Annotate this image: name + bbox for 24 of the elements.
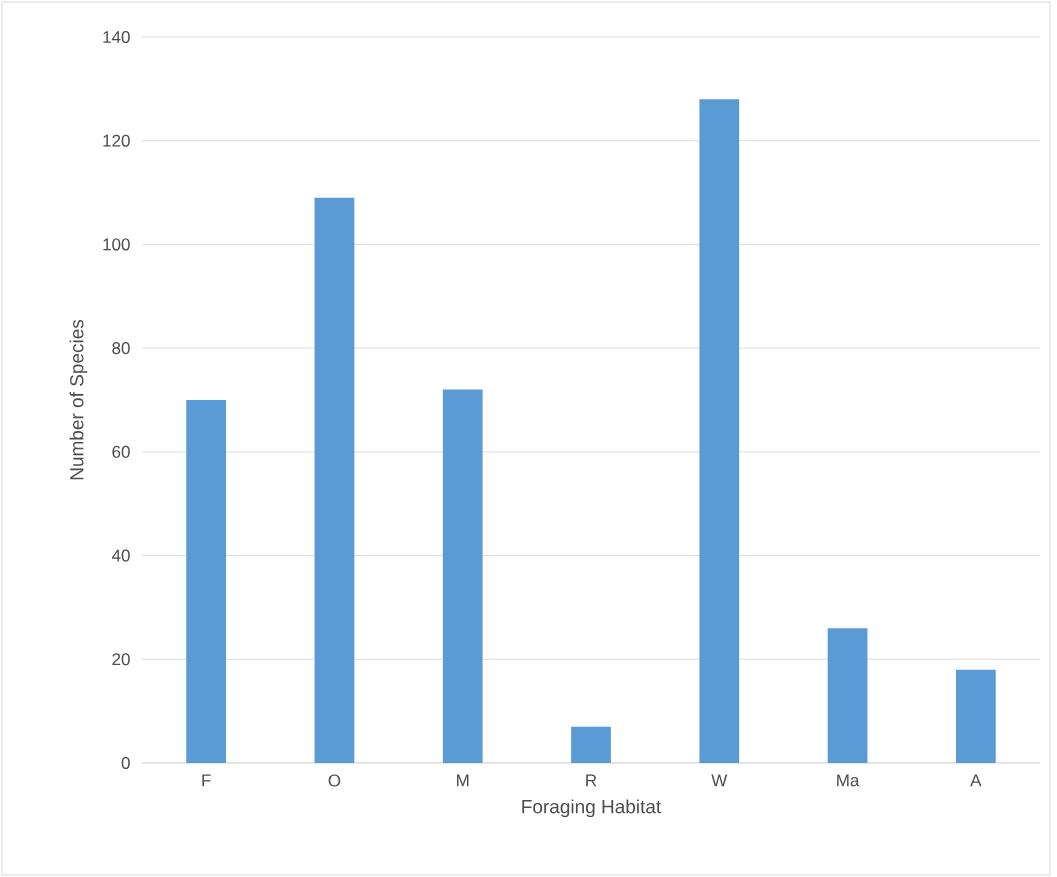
bar xyxy=(699,99,740,763)
x-tick-label: Ma xyxy=(837,774,860,787)
x-tick-label: O xyxy=(328,774,341,787)
y-tick-label: 0 xyxy=(121,756,130,770)
x-tick-label: M xyxy=(457,774,469,787)
x-tick-label: F xyxy=(202,774,211,787)
x-tick-label: R xyxy=(586,774,597,787)
y-tick-label: 60 xyxy=(112,445,130,458)
bar xyxy=(442,389,483,763)
y-tick-label: 20 xyxy=(112,653,130,666)
y-tick-label: 100 xyxy=(103,238,130,251)
x-axis-title: Foraging Habitat xyxy=(522,799,662,818)
x-tick-label: A xyxy=(970,774,982,787)
bar xyxy=(955,669,996,763)
bar xyxy=(827,628,868,763)
x-tick-label: W xyxy=(711,774,728,787)
y-tick-label: 40 xyxy=(111,549,130,562)
bar xyxy=(571,726,611,763)
y-tick-label: 80 xyxy=(112,342,130,355)
y-tick-label: 140 xyxy=(103,30,130,44)
bar xyxy=(186,399,227,763)
bar xyxy=(314,197,355,763)
y-axis-title: Number of Species xyxy=(69,319,88,480)
y-tick-label: 120 xyxy=(103,134,130,147)
